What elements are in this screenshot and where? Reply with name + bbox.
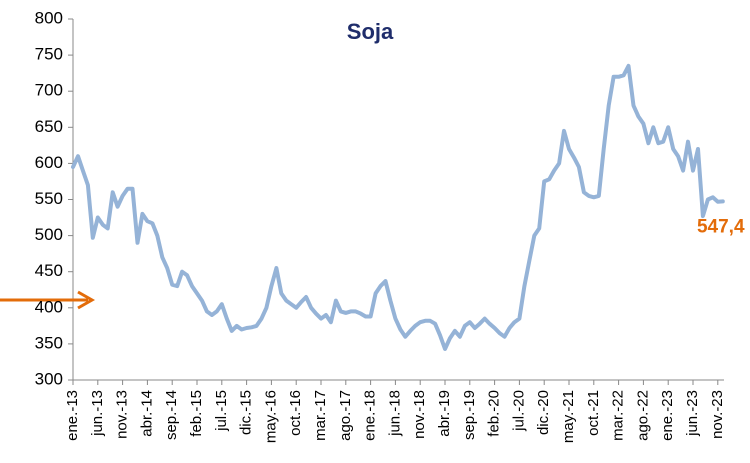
x-tick-label: sep.-19 (461, 390, 478, 440)
y-tick-label: 400 (35, 297, 63, 316)
x-tick-label: ene.-23 (659, 390, 676, 441)
data-label: 547,4 (697, 216, 745, 237)
y-tick-label: 350 (35, 333, 63, 352)
x-tick-label: dic.-15 (238, 390, 255, 435)
x-tick-label: jun.-13 (89, 390, 106, 437)
x-tick-label: ago.-17 (337, 390, 354, 441)
y-tick-label: 750 (35, 45, 63, 64)
x-tick-label: mar.-22 (610, 390, 627, 441)
x-tick-label: jun.-23 (684, 390, 701, 437)
x-tick-label: nov.-13 (114, 390, 131, 439)
x-tick-label: ene.-18 (362, 390, 379, 441)
y-tick-label: 550 (35, 189, 63, 208)
y-tick-label: 650 (35, 117, 63, 136)
x-tick-label: abr.-14 (138, 390, 155, 437)
series-line (71, 63, 725, 351)
x-tick-label: feb.-15 (188, 390, 205, 437)
x-tick-label: dic.-20 (535, 390, 552, 435)
x-tick-label: nov.-18 (411, 390, 428, 439)
x-tick-label: mar.-17 (312, 390, 329, 441)
x-tick-label: ago.-22 (634, 390, 651, 441)
x-tick-label: feb.-20 (486, 390, 503, 437)
chart-title: Soja (347, 19, 394, 44)
x-tick-label: may.-21 (560, 390, 577, 443)
x-tick-label: jul.-20 (510, 390, 527, 432)
y-tick-label: 600 (35, 153, 63, 172)
x-tick-label: oct.-16 (287, 390, 304, 436)
x-tick-label: jun.-18 (386, 390, 403, 437)
x-tick-label: oct.-21 (585, 390, 602, 436)
y-tick-label: 800 (35, 8, 63, 27)
x-tick-label: jul.-15 (213, 390, 230, 432)
y-tick-label: 700 (35, 81, 63, 100)
arrow (0, 290, 96, 310)
x-tick-label: sep.-14 (163, 390, 180, 440)
y-tick-label: 500 (35, 225, 63, 244)
x-tick-label: ene.-13 (64, 390, 81, 441)
x-tick-label: may.-16 (262, 390, 279, 443)
y-tick-label: 450 (35, 261, 63, 280)
y-tick-label: 300 (35, 369, 63, 388)
x-tick-label: abr.-19 (436, 390, 453, 437)
x-tick-label: nov.-23 (709, 390, 726, 439)
